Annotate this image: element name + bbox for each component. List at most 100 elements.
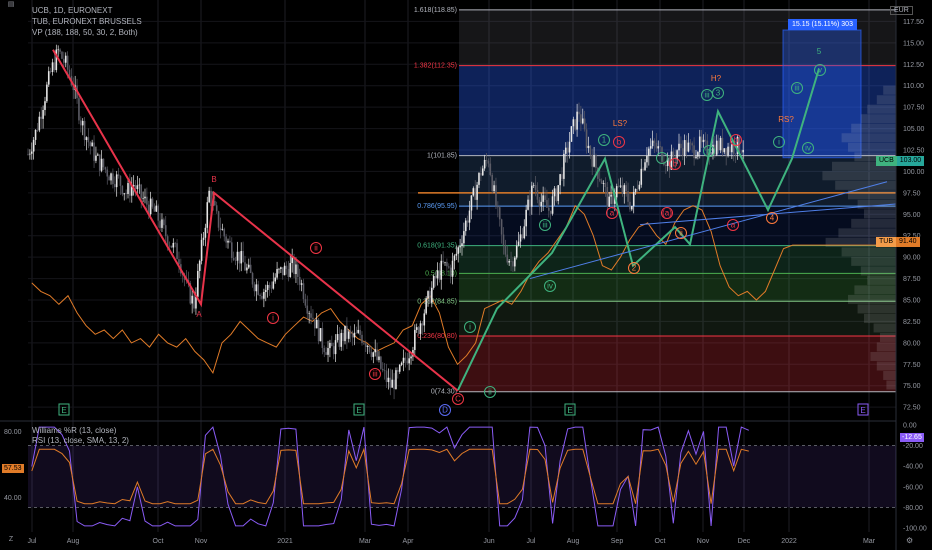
candle-body [514,257,516,267]
candle-body [317,319,320,342]
vp-bar [851,218,896,228]
candle-body [553,188,556,197]
wave-label-2: 2 [632,264,637,273]
drawing-tools-icon[interactable]: ▤ [7,1,15,8]
candle-body [698,136,701,153]
candle-body [319,328,322,342]
candle-body [642,168,644,171]
tub-line [31,204,893,375]
x-tick-label: Apr [403,538,415,545]
measure-badge[interactable]: 15.15 (15.11%) 303 [788,19,857,30]
candle-body [178,259,180,265]
wave-label-green-ii: ii [488,388,492,397]
candle-body [159,220,161,228]
candle-body [472,188,475,196]
candle-body [721,137,724,153]
candle-body [719,137,722,151]
tub-price-badge[interactable]: TUB 91.40 [876,237,920,247]
event-marker-ring[interactable] [353,403,365,416]
candle-body [59,49,61,52]
candle-body [455,253,458,256]
candle-body [727,146,729,156]
currency-label: EUR [890,6,913,15]
candle-body [210,190,212,207]
event-marker-ring[interactable] [857,403,869,416]
event-marker-ring[interactable] [564,403,576,416]
candle-body [742,149,744,153]
candle-body [314,319,316,329]
wave-label-D-ring [439,404,451,416]
candle-body [55,49,58,71]
candle-body [534,185,537,190]
candle-body [331,342,333,347]
candle-body [240,251,243,264]
candle-body [104,167,107,170]
candle-body [453,255,456,261]
candle-body [357,329,360,333]
candle-body [527,199,529,210]
osc-tick-label: -20.00 [903,443,923,450]
candle-body [114,184,116,188]
fib-band [459,336,896,392]
candle-body [678,143,680,151]
x-tick-label: Aug [67,538,80,545]
candle-body [238,251,241,264]
settings-icon[interactable]: ⚙ [906,536,914,545]
candle-body [580,114,582,124]
wave-label-b2: b [673,160,678,169]
price-series [27,44,744,400]
candle-body [404,357,407,361]
candle-body [585,129,588,149]
price-axis[interactable]: 72.50 75.00 77.50 80.00 82.50 85.00 87.50 90.00… [895,0,925,550]
candle-body [208,190,210,203]
candle-body [304,299,307,306]
candle-body [61,51,63,59]
candle-body [634,189,637,193]
wave-label-1-ring [598,134,610,146]
zoom-icon[interactable]: Z [8,536,14,543]
candle-body [312,317,314,320]
ucb-price-badge[interactable]: UCB 103.00 [876,156,925,166]
candle-body [302,283,305,300]
candle-body [366,345,369,347]
candle-body [85,137,88,141]
candle-body [325,352,327,355]
oscillator-pane[interactable]: 0.00 -20.00 -40.00 -60.00 -80.00 -100.00 80.00… [4,423,927,533]
time-axis[interactable]: Jul Aug Oct Nov 2021 Mar Apr Jun Jul Aug Sep Oct Nov… [28,538,876,545]
candle-body [125,193,127,194]
candle-body [500,219,503,235]
candle-body [712,144,714,156]
candle-body [651,140,654,147]
candle-body [215,205,218,212]
fib-level-label: 1.618(118.85) [414,7,457,14]
candle-body [268,284,271,288]
candle-body [498,207,501,220]
green-wave-line[interactable] [457,68,820,391]
candle-body [685,140,688,152]
candle-body [715,140,718,155]
candle-body [731,144,733,153]
candle-body [83,120,86,141]
fib-retracement[interactable]: 1.618(118.85) 1.382(112.35) 1(101.85) 0.786… [414,7,896,396]
wave-label-green-iv3: iv [805,144,811,153]
blue-trend-line[interactable] [529,181,888,280]
candle-body [140,184,143,199]
candle-body [557,185,560,201]
candle-body [436,270,439,279]
tub-badge-label: TUB [876,237,896,247]
candle-body [95,155,97,161]
osc-value-badge: -12.65 [900,433,924,442]
candle-body [414,329,416,351]
candle-body [351,333,354,338]
candle-body [700,136,703,143]
red-trend-line[interactable] [52,49,459,392]
candle-body [283,265,286,276]
candle-body [263,292,265,299]
event-marker-ring[interactable] [58,403,70,416]
candle-body [259,294,261,297]
trend-lines[interactable] [52,49,897,392]
fib-band [459,155,896,207]
candle-body [234,260,237,261]
